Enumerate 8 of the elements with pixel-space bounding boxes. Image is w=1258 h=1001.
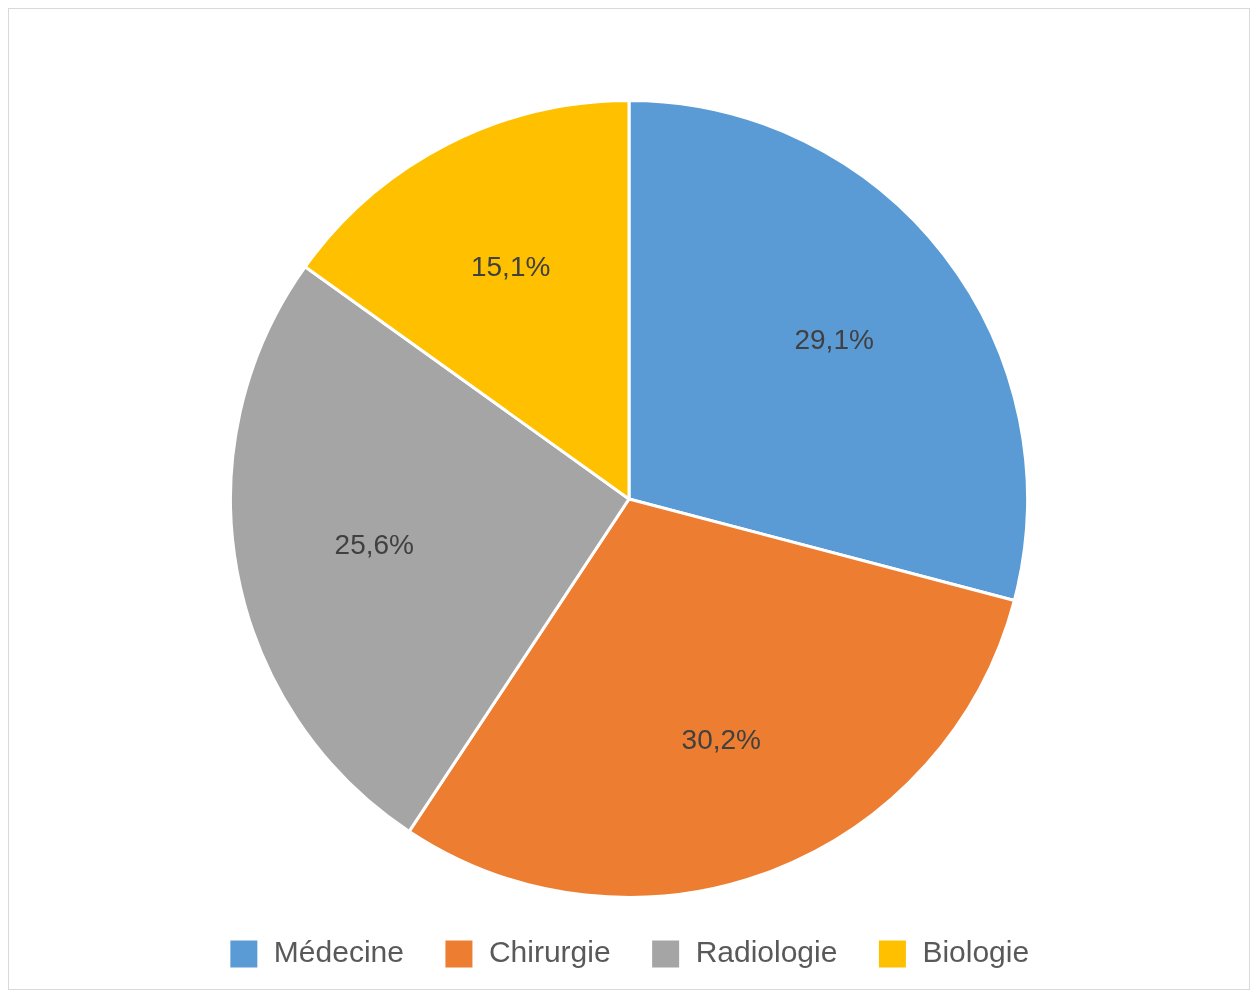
- data-label: 30,2%: [681, 723, 762, 755]
- data-label: 25,6%: [334, 528, 414, 560]
- data-label: 15,1%: [470, 251, 551, 283]
- legend-label: Biologie: [922, 935, 1030, 969]
- legend-label: Chirurgie: [488, 935, 611, 969]
- legend-label: Médecine: [273, 935, 404, 969]
- data-label: 29,1%: [794, 323, 874, 355]
- legend-label: Radiologie: [695, 935, 838, 969]
